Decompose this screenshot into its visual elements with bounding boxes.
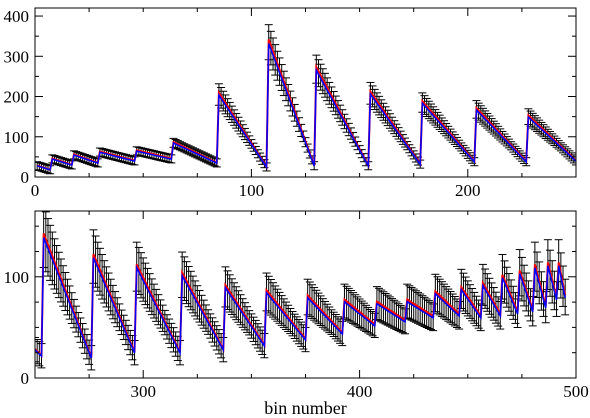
- y-tick-label: 200: [4, 88, 30, 107]
- x-tick-label: 300: [130, 382, 156, 401]
- x-tick-label: 100: [239, 181, 265, 200]
- x-tick-label: 0: [31, 181, 40, 200]
- y-tick-label: 300: [4, 47, 30, 66]
- x-axis-title: bin number: [264, 398, 347, 418]
- y-tick-label: 100: [4, 268, 30, 287]
- y-tick-label: 0: [21, 168, 30, 187]
- y-tick-label: 100: [4, 128, 30, 147]
- error-bar: [35, 337, 39, 363]
- model-line-red: [35, 233, 567, 358]
- model-line-blue: [36, 43, 576, 171]
- plot-area: [35, 211, 570, 371]
- x-tick-label: 200: [455, 181, 481, 200]
- y-tick-label: 0: [21, 369, 30, 388]
- bottom-panel: 300 400 500 0 100: [4, 210, 589, 401]
- x-tick-label: 500: [563, 382, 589, 401]
- y-tick-label: 400: [4, 7, 30, 26]
- data-line: [37, 41, 576, 171]
- model-line-blue: [35, 237, 566, 359]
- plot-frame: [34, 210, 577, 379]
- plot-area: [35, 24, 576, 175]
- x-tick-label: 400: [347, 382, 373, 401]
- top-panel: 0 100 200 0 100 200 300 400: [4, 7, 577, 200]
- data-line: [35, 236, 566, 359]
